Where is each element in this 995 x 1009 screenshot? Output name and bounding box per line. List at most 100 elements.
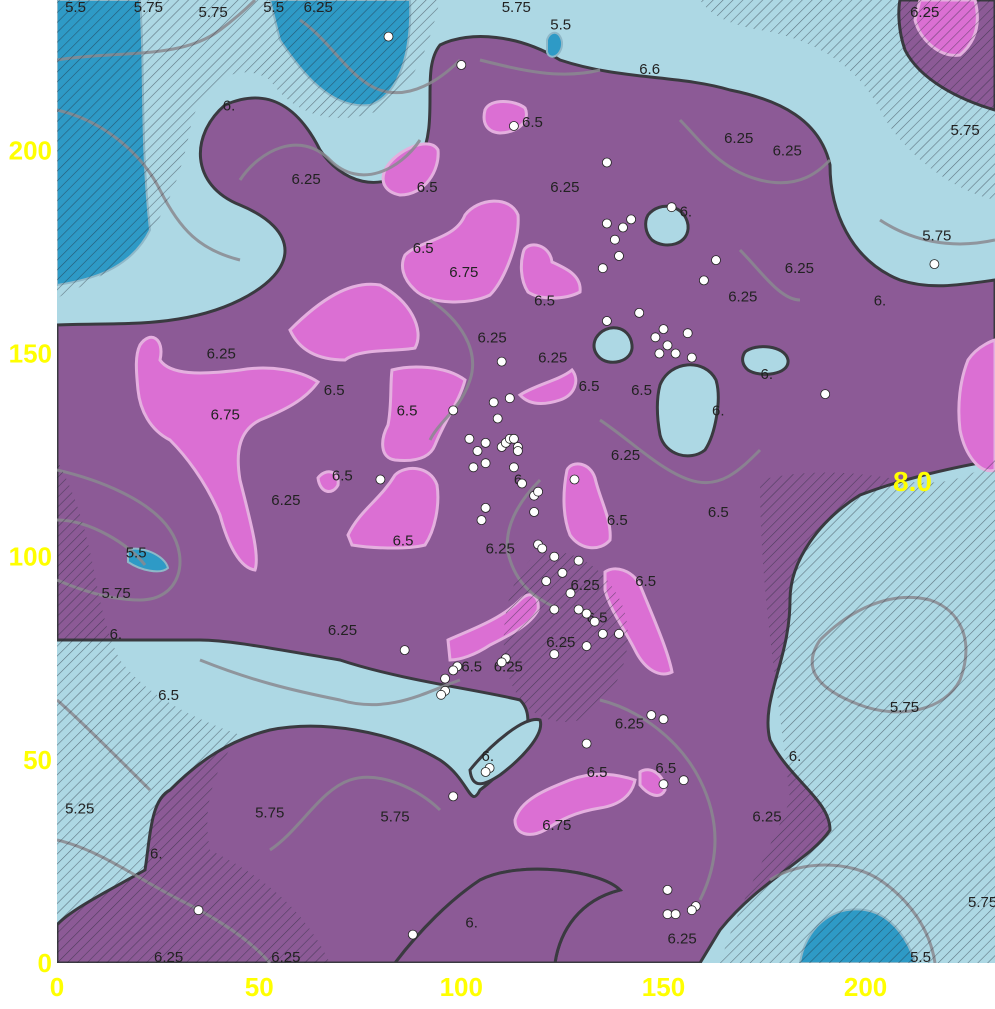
hatch-top: [57, 0, 440, 300]
contour-label: 6.: [223, 98, 236, 115]
station-point: [509, 433, 519, 444]
fill-pink-14: [513, 772, 637, 836]
fill-pink-4: [519, 243, 582, 300]
station-point: [589, 616, 600, 627]
contour-label: 6.: [110, 626, 123, 643]
contour-label: 6.25: [668, 931, 697, 948]
contour-label: 6.5: [522, 114, 543, 131]
station-point: [504, 393, 515, 404]
contour-label: 6.: [712, 402, 725, 419]
fill-hole-3: [741, 345, 790, 376]
station-point: [678, 775, 689, 786]
contour-label: 6.: [482, 748, 495, 765]
y-tick-label: 100: [9, 542, 52, 572]
station-point: [682, 328, 693, 339]
station-point: [565, 588, 576, 599]
y-tick-label: 50: [23, 745, 52, 775]
contour-line-7: [269, 775, 442, 852]
contour-label: 6.25: [478, 329, 507, 346]
fill-pink-9: [316, 470, 340, 493]
station-point: [662, 885, 673, 895]
station-point: [699, 275, 709, 286]
station-point: [375, 474, 386, 485]
contour-label: 6.: [874, 293, 887, 310]
fill-pink-10: [517, 367, 578, 406]
contour-label: 6.25: [304, 0, 333, 16]
station-point: [529, 507, 539, 517]
contour-label: 5.5: [263, 0, 284, 16]
station-point: [581, 738, 592, 749]
contour-label: 6.5: [417, 179, 438, 196]
contour-label: 6.5: [393, 532, 414, 549]
y-tick-label: 200: [9, 135, 52, 165]
station-point: [509, 121, 519, 131]
fill-pink-17: [957, 338, 995, 473]
contour-label: 5.75: [380, 809, 409, 826]
max-value-annotation: 8.0: [893, 466, 932, 497]
contour-label: 6.5: [324, 382, 345, 399]
station-point: [399, 645, 410, 655]
contour-line-3: [238, 139, 422, 181]
station-point: [658, 324, 669, 335]
contour-label: 6.75: [211, 407, 240, 424]
fill-pink-2: [381, 142, 440, 197]
contour-label: 6.25: [752, 809, 781, 826]
fill-dark-blue-left: [127, 547, 170, 573]
contour-line-4: [57, 468, 182, 602]
contour-label: 5.75: [502, 0, 531, 16]
station-point: [496, 657, 507, 668]
contour-label: 6.25: [611, 447, 640, 464]
contour-label: 5.75: [134, 0, 163, 16]
contour-label: 6.: [761, 366, 774, 383]
station-point: [476, 515, 487, 525]
contour-label: 6.5: [397, 402, 418, 419]
pink-patches: [134, 0, 995, 836]
station-point: [480, 437, 491, 448]
station-point: [480, 458, 491, 469]
contour-label: 5.5: [910, 949, 931, 966]
station-points: [193, 31, 940, 940]
station-point: [686, 352, 697, 363]
fill-hole-4: [655, 363, 720, 458]
station-point: [602, 157, 612, 168]
contour-label: 6.75: [449, 264, 478, 281]
x-tick-label: 0: [50, 972, 64, 1002]
contour-label: 6.25: [486, 541, 515, 558]
station-point: [193, 905, 204, 916]
station-point: [666, 202, 677, 213]
station-point: [820, 389, 831, 400]
contour-label: 5.75: [922, 228, 951, 245]
y-tick-label: 0: [38, 948, 52, 978]
hatch-center: [503, 552, 628, 722]
contour-label: 5.75: [951, 122, 980, 139]
contour-label: 6.25: [728, 289, 757, 306]
station-point: [626, 214, 636, 225]
contour-label: 6.5: [579, 378, 600, 395]
contour-label: 6.5: [635, 573, 656, 590]
x-tick-label: 200: [844, 972, 887, 1002]
station-point: [929, 259, 940, 270]
station-point: [480, 502, 491, 513]
station-point: [537, 543, 548, 554]
station-point: [569, 474, 580, 485]
contour-line-6: [199, 658, 461, 707]
contour-label: 6.25: [724, 130, 753, 147]
contour-label: 6.25: [571, 577, 600, 594]
contour-label: 6.6: [639, 61, 660, 78]
contour-line-15: [479, 58, 601, 76]
fill-dark-blue-small: [546, 31, 564, 58]
station-point: [711, 255, 721, 266]
contour-label: 6.25: [546, 634, 575, 651]
station-point: [541, 576, 552, 586]
station-point: [602, 218, 612, 229]
station-point: [581, 641, 592, 651]
station-point: [557, 568, 568, 578]
contour-label: 6.5: [587, 764, 608, 781]
contour-label: 6.5: [708, 504, 729, 521]
contour-label: 5.5: [550, 16, 571, 33]
station-point: [448, 665, 459, 676]
station-point: [658, 779, 669, 790]
contour-label: 5.5: [126, 545, 147, 562]
contour-label: 6.5: [461, 658, 482, 675]
